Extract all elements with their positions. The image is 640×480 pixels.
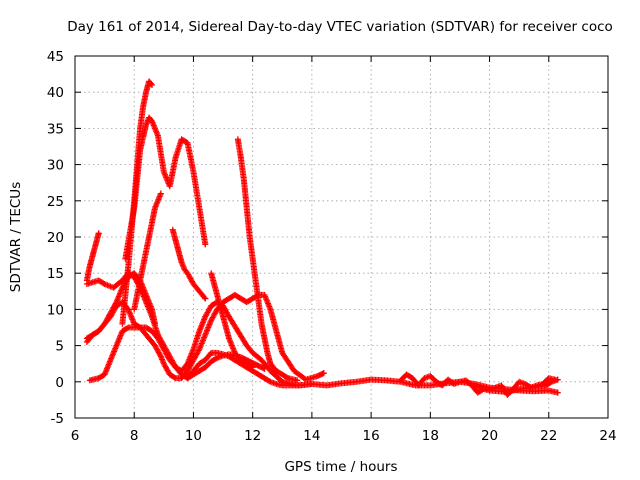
y-tick-label: 0 [55, 375, 64, 391]
x-tick-label: 10 [185, 428, 202, 444]
y-tick-label: 30 [47, 158, 64, 174]
series-arc-l [184, 351, 268, 382]
y-axis-label: SDTVAR / TECUs [8, 182, 24, 292]
data-point [308, 380, 315, 387]
x-tick-label: 8 [130, 428, 139, 444]
axis-ticks [74, 55, 609, 419]
data-marks [83, 78, 561, 398]
series-arc-g [122, 114, 209, 262]
x-tick-label: 14 [303, 428, 320, 444]
data-point [100, 280, 107, 287]
data-point [284, 374, 291, 381]
x-axis-label: GPS time / hours [284, 459, 397, 475]
y-tick-label: 25 [47, 194, 64, 210]
data-point [95, 230, 102, 237]
series-arc-a [83, 230, 102, 284]
y-tick-label: 40 [47, 85, 64, 101]
series-arc-c [83, 291, 327, 383]
data-point [202, 241, 209, 248]
data-point [157, 190, 164, 197]
y-tick-label: 20 [47, 230, 64, 246]
x-tick-label: 22 [540, 428, 557, 444]
grid-lines [75, 56, 608, 418]
data-point [554, 376, 561, 383]
series-arc-h [131, 190, 164, 313]
y-tick-label: -5 [51, 411, 64, 427]
chart-title: Day 161 of 2014, Sidereal Day-to-day VTE… [67, 19, 613, 35]
data-point [266, 378, 273, 385]
data-point [151, 320, 158, 327]
series-arc-j [234, 136, 301, 384]
series-arc-n [471, 376, 561, 395]
data-point [148, 81, 155, 88]
data-point [195, 347, 202, 354]
x-tick-label: 24 [599, 428, 616, 444]
data-point [212, 355, 219, 362]
y-tick-label: 45 [47, 49, 64, 65]
data-point [124, 325, 131, 332]
x-tick-label: 20 [481, 428, 498, 444]
data-point [294, 377, 301, 384]
data-point [261, 365, 268, 372]
x-tick-label: 16 [363, 428, 380, 444]
data-point [202, 295, 209, 302]
y-tick-label: 35 [47, 121, 64, 137]
tick-labels: 6 8 10 12 14 16 18 20 22 24 -5 0 5 10 15 20 25 30 35 40 45 [47, 49, 617, 444]
data-point [171, 374, 178, 381]
y-tick-label: 10 [47, 302, 64, 318]
data-point [148, 80, 155, 87]
data-point [157, 352, 164, 359]
x-tick-label: 18 [422, 428, 439, 444]
series-arc-i [169, 226, 209, 302]
x-tick-label: 12 [244, 428, 261, 444]
plot-frame [74, 55, 609, 419]
y-tick-label: 5 [55, 339, 64, 355]
y-tick-label: 15 [47, 266, 64, 282]
data-point [320, 370, 327, 377]
data-point [201, 294, 208, 301]
series-arc-e [86, 324, 315, 389]
data-point [547, 379, 554, 386]
data-point [112, 300, 119, 307]
data-point [554, 389, 561, 396]
x-tick-label: 6 [71, 428, 80, 444]
